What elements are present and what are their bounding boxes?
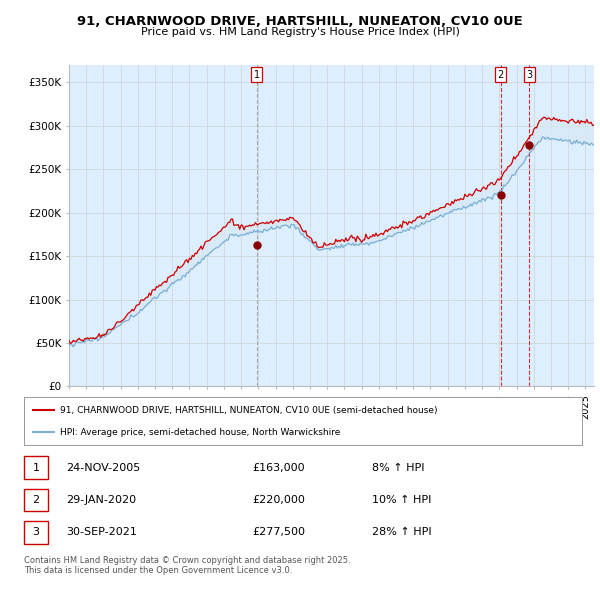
Text: 24-NOV-2005: 24-NOV-2005 (66, 463, 140, 473)
Text: HPI: Average price, semi-detached house, North Warwickshire: HPI: Average price, semi-detached house,… (60, 428, 341, 437)
Text: 3: 3 (526, 70, 533, 80)
Text: 3: 3 (32, 527, 40, 537)
Text: 2: 2 (497, 70, 504, 80)
Text: £220,000: £220,000 (252, 495, 305, 505)
Text: 91, CHARNWOOD DRIVE, HARTSHILL, NUNEATON, CV10 0UE (semi-detached house): 91, CHARNWOOD DRIVE, HARTSHILL, NUNEATON… (60, 406, 438, 415)
Text: 30-SEP-2021: 30-SEP-2021 (66, 527, 137, 537)
Text: 8% ↑ HPI: 8% ↑ HPI (372, 463, 425, 473)
Text: £277,500: £277,500 (252, 527, 305, 537)
Text: 2: 2 (32, 495, 40, 505)
Text: 91, CHARNWOOD DRIVE, HARTSHILL, NUNEATON, CV10 0UE: 91, CHARNWOOD DRIVE, HARTSHILL, NUNEATON… (77, 15, 523, 28)
Text: 28% ↑ HPI: 28% ↑ HPI (372, 527, 431, 537)
Text: 1: 1 (254, 70, 260, 80)
Text: Price paid vs. HM Land Registry's House Price Index (HPI): Price paid vs. HM Land Registry's House … (140, 27, 460, 37)
Text: Contains HM Land Registry data © Crown copyright and database right 2025.
This d: Contains HM Land Registry data © Crown c… (24, 556, 350, 575)
Text: 1: 1 (32, 463, 40, 473)
Text: £163,000: £163,000 (252, 463, 305, 473)
Text: 29-JAN-2020: 29-JAN-2020 (66, 495, 136, 505)
Text: 10% ↑ HPI: 10% ↑ HPI (372, 495, 431, 505)
